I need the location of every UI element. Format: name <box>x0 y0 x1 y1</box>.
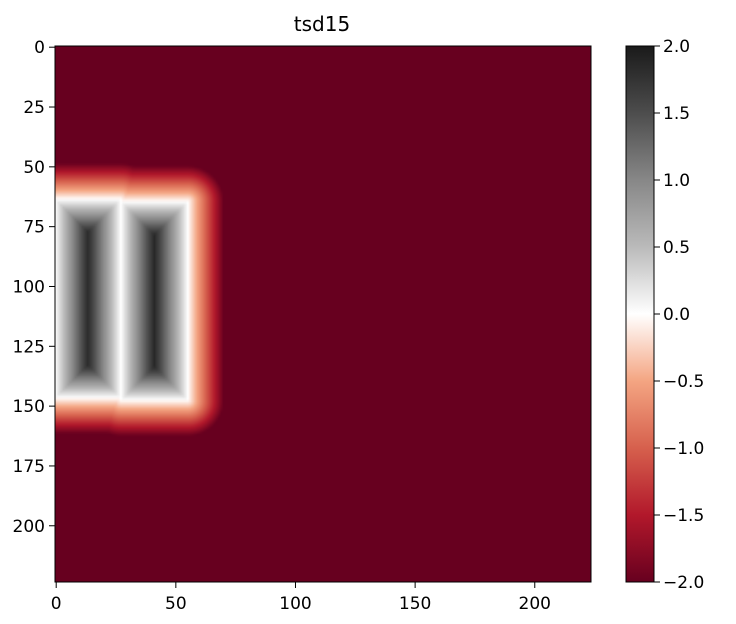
x-tick-label: 0 <box>51 594 62 614</box>
colorbar-gradient <box>626 46 654 582</box>
axes-frame <box>54 45 592 583</box>
x-tick-label: 50 <box>165 594 187 614</box>
y-tick-label: 25 <box>23 98 45 118</box>
colorbar: 2.0 1.5 1.0 0.5 0.0 −0.5 −1.0 −1.5 −2.0 <box>625 37 704 593</box>
y-tick-label: 0 <box>34 38 45 58</box>
heatmap-raster <box>55 46 591 582</box>
colorbar-tick-label: −2.0 <box>663 573 704 593</box>
heatmap-axes: 0 50 100 150 200 0 25 50 75 100 125 150 175 200 <box>13 38 592 614</box>
colorbar-tick-label: 2.0 <box>663 37 690 57</box>
y-tick-label: 150 <box>13 397 45 417</box>
y-tick-label: 75 <box>23 218 45 238</box>
y-tick-label: 50 <box>23 158 45 178</box>
colorbar-tick-label: 0.5 <box>663 238 690 258</box>
y-tick-label: 100 <box>13 277 45 297</box>
heatmap-image <box>55 46 591 582</box>
colorbar-tick-label: −1.5 <box>663 506 704 526</box>
colorbar-tick-label: 1.0 <box>663 171 690 191</box>
colorbar-tick-label: 1.5 <box>663 104 690 124</box>
y-tick-label: 200 <box>13 517 45 537</box>
chart-title: tsd15 <box>294 12 350 36</box>
x-tick-label: 200 <box>519 594 551 614</box>
x-tick-label: 150 <box>399 594 431 614</box>
colorbar-tick-label: −0.5 <box>663 372 704 392</box>
colorbar-tick-label: −1.0 <box>663 439 704 459</box>
y-tick-label: 125 <box>13 337 45 357</box>
x-tick-label: 100 <box>279 594 311 614</box>
y-tick-label: 175 <box>13 457 45 477</box>
colorbar-tick-label: 0.0 <box>663 305 690 325</box>
